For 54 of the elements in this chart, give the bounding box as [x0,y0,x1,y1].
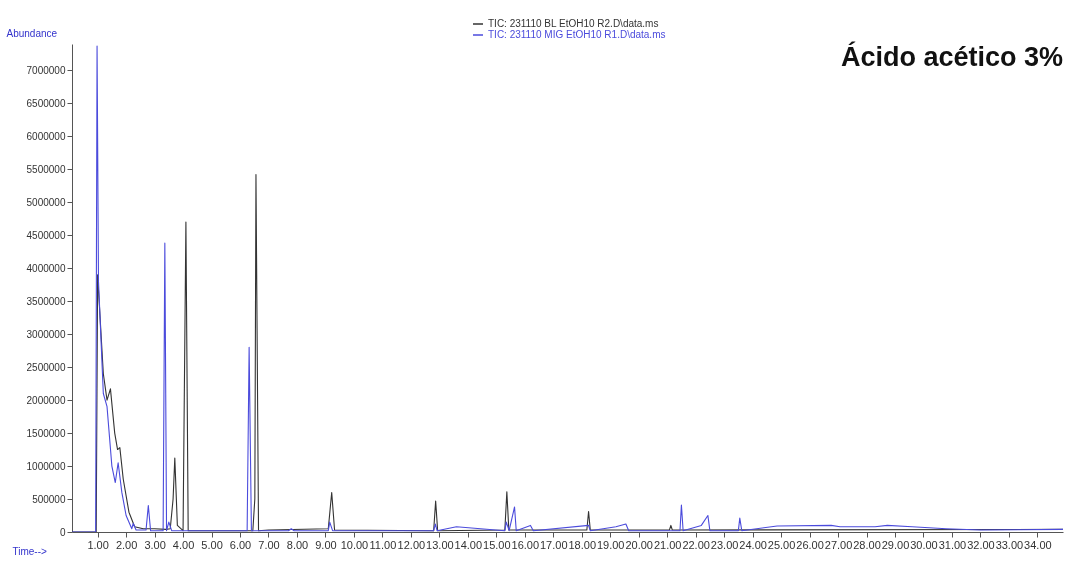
y-tick-label: 4500000 [26,229,66,241]
x-tick-label: 22.00 [682,538,710,551]
y-tick-label: 3000000 [26,328,66,340]
y-tick-label: 3500000 [26,295,66,307]
x-tick-label: 13.00 [426,538,454,551]
y-tick-label: 5000000 [26,196,66,208]
x-tick-label: 27.00 [824,538,853,551]
x-tick-label: 30.00 [910,538,938,551]
x-tick-label: 9.00 [315,538,337,551]
x-tick-label: 14.00 [454,538,483,551]
y-tick-label: 4000000 [26,262,66,274]
x-tick-label: 28.00 [853,538,881,551]
x-tick-label: 1.00 [87,538,109,551]
y-tick-label: 2000000 [26,394,66,406]
y-tick-label: 5500000 [26,163,66,175]
x-tick-label: 32.00 [967,538,995,551]
y-tick-label: 2500000 [26,361,66,373]
x-tick-label: 3.00 [144,538,166,551]
legend-label: TIC: 231110 MIG EtOH10 R1.D\data.ms [488,29,666,40]
x-tick-label: 17.00 [540,538,568,551]
chart-title: Ácido acético 3% [840,41,1063,72]
x-tick-label: 23.00 [710,538,739,551]
x-tick-label: 19.00 [596,538,625,551]
x-tick-label: 4.00 [172,538,195,551]
x-tick-label: 2.00 [115,538,138,551]
x-tick-label: 10.00 [340,538,369,551]
x-tick-label: 29.00 [881,538,910,551]
x-tick-label: 15.00 [483,538,511,551]
x-tick-label: 24.00 [739,538,767,551]
legend-label: TIC: 231110 BL EtOH10 R2.D\data.ms [488,18,659,29]
x-tick-label: 8.00 [286,538,309,551]
x-tick-label: 31.00 [938,538,967,551]
y-tick-label: 1500000 [26,427,66,439]
x-tick-label: 11.00 [369,538,397,551]
x-tick-label: 12.00 [397,538,426,551]
x-tick-label: 21.00 [653,538,682,551]
x-tick-label: 34.00 [1024,538,1052,551]
y-axis-title: Abundance [6,27,58,39]
y-tick-label: 500000 [32,493,66,505]
x-tick-label: 26.00 [796,538,824,551]
y-tick-label: 6000000 [26,130,66,142]
x-axis-title: Time--> [12,545,48,557]
x-tick-label: 33.00 [995,538,1024,551]
x-tick-label: 25.00 [767,538,796,551]
y-tick-label: 6500000 [26,97,66,109]
y-tick-label: 0 [59,526,66,538]
x-tick-label: 6.00 [229,538,252,551]
y-tick-label: 7000000 [26,64,66,76]
x-tick-label: 18.00 [568,538,596,551]
x-tick-label: 16.00 [511,538,540,551]
y-tick-label: 1000000 [26,460,66,472]
x-tick-label: 20.00 [625,538,653,551]
x-tick-label: 7.00 [258,538,280,551]
x-tick-label: 5.00 [201,538,223,551]
